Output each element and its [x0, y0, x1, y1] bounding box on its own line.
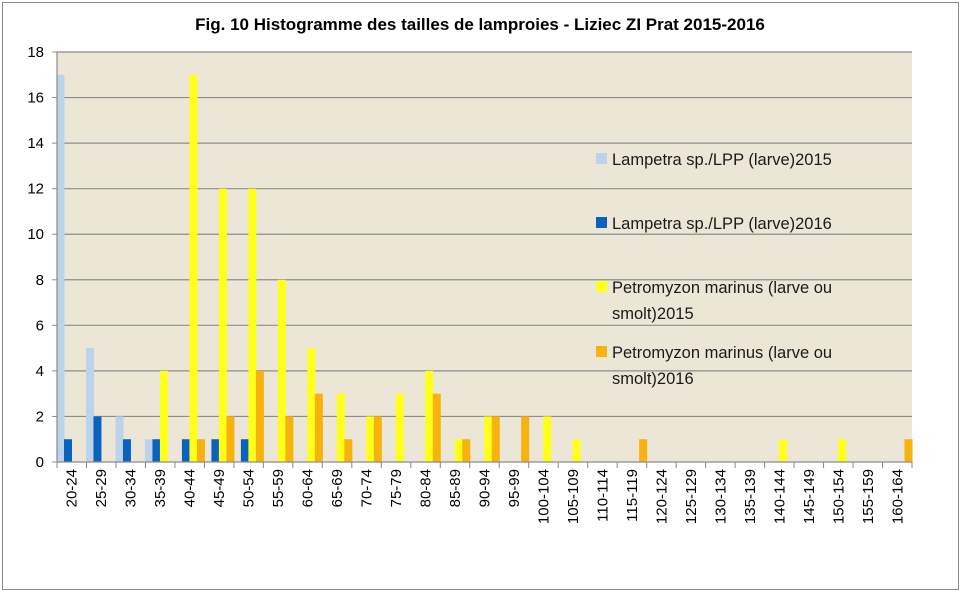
- bar: [543, 416, 552, 462]
- bar: [115, 416, 124, 462]
- x-tick-label: 35-39: [152, 469, 169, 507]
- bar: [56, 74, 65, 462]
- bar: [196, 439, 205, 462]
- x-tick-label: 110-114: [594, 469, 611, 522]
- bar: [484, 416, 493, 462]
- bar: [144, 439, 153, 462]
- legend-swatch: [596, 217, 607, 228]
- bar: [432, 393, 441, 462]
- x-tick-label: 50-54: [241, 469, 258, 507]
- bar: [189, 74, 198, 462]
- y-tick-label: 2: [36, 408, 44, 425]
- x-tick-label: 40-44: [182, 469, 199, 507]
- bar: [159, 370, 168, 462]
- x-tick-label: 125-129: [683, 469, 700, 524]
- plot-area: [57, 52, 912, 462]
- x-tick-label: 75-79: [388, 469, 405, 507]
- x-tick-label: 95-99: [506, 469, 523, 507]
- y-tick-label: 12: [27, 181, 44, 198]
- bar: [454, 439, 463, 462]
- bar: [521, 416, 530, 462]
- x-tick-label: 20-24: [64, 469, 81, 507]
- x-tick-label: 60-64: [300, 469, 317, 507]
- bar: [85, 348, 94, 462]
- legend-swatch: [596, 346, 607, 357]
- x-tick-label: 130-134: [712, 469, 729, 524]
- chart-title: Fig. 10 Histogramme des tailles de lampr…: [195, 15, 765, 34]
- x-tick-label: 55-59: [270, 469, 287, 507]
- y-tick-labels: 0 2 4 6 8 10 12 14 16 18: [27, 44, 44, 471]
- bar: [838, 439, 847, 462]
- bar: [779, 439, 788, 462]
- bar: [904, 439, 913, 462]
- y-tick-label: 14: [27, 135, 44, 152]
- bar: [122, 439, 131, 462]
- x-tick-label: 120-124: [653, 469, 670, 524]
- bar: [462, 439, 471, 462]
- x-tick-label: 155-159: [860, 469, 877, 524]
- bar: [639, 439, 648, 462]
- bar: [152, 439, 161, 462]
- y-tick-label: 18: [27, 44, 44, 61]
- bar: [491, 416, 500, 462]
- bar: [277, 279, 286, 462]
- x-tick-label: 25-29: [93, 469, 110, 507]
- bar: [314, 393, 323, 462]
- bar: [285, 416, 294, 462]
- x-tick-label: 115-119: [624, 469, 641, 522]
- bar: [248, 188, 257, 463]
- axes: [52, 51, 913, 468]
- bar: [395, 393, 404, 462]
- y-tick-label: 6: [36, 317, 44, 334]
- x-tick-label: 65-69: [329, 469, 346, 507]
- y-tick-label: 8: [36, 272, 44, 289]
- legend-label: Petromyzon marinus (larve ou: [612, 279, 832, 297]
- legend-swatch: [596, 153, 607, 164]
- y-tick-label: 4: [36, 363, 44, 380]
- bar: [63, 439, 72, 462]
- x-tick-label: 105-109: [565, 469, 582, 524]
- x-tick-labels: 20-24 25-29 30-34 35-39 40-44 45-49 50-54 55-59…: [64, 469, 907, 524]
- bars: [56, 74, 913, 463]
- bar: [240, 439, 249, 462]
- x-tick-label: 100-104: [535, 469, 552, 524]
- legend-label: Petromyzon marinus (larve ou: [612, 344, 832, 362]
- bar: [218, 188, 227, 463]
- x-tick-label: 150-154: [830, 469, 847, 524]
- bar: [425, 370, 434, 462]
- x-tick-label: 30-34: [123, 469, 140, 507]
- x-tick-label: 90-94: [477, 469, 494, 507]
- y-tick-label: 16: [27, 90, 44, 107]
- bar: [366, 416, 375, 462]
- x-tick-label: 135-139: [742, 469, 759, 524]
- grid-lines: [57, 51, 912, 418]
- bar: [255, 370, 264, 462]
- bar: [572, 439, 581, 462]
- y-tick-label: 10: [27, 226, 44, 243]
- bar: [226, 416, 235, 462]
- x-tick-label: 160-164: [889, 469, 906, 524]
- x-tick-label: 45-49: [211, 469, 228, 507]
- x-tick-label: 85-89: [447, 469, 464, 507]
- x-tick-label: 145-149: [801, 469, 818, 524]
- bar: [211, 439, 220, 462]
- legend-label: Lampetra sp./LPP (larve)2015: [612, 151, 832, 169]
- bar: [336, 393, 345, 462]
- bar: [307, 348, 316, 462]
- y-tick-label: 0: [36, 454, 44, 471]
- legend-label: smolt)2016: [612, 370, 694, 388]
- bar: [93, 416, 102, 462]
- x-tick-label: 80-84: [418, 469, 435, 507]
- bar: [181, 439, 190, 462]
- legend: Lampetra sp./LPP (larve)2015 Lampetra sp.…: [596, 151, 832, 388]
- legend-label: smolt)2015: [612, 305, 694, 323]
- bar: [344, 439, 353, 462]
- legend-swatch: [596, 281, 607, 292]
- x-tick-label: 70-74: [359, 469, 376, 507]
- x-tick-label: 140-144: [771, 469, 788, 524]
- bar: [373, 416, 382, 462]
- legend-label: Lampetra sp./LPP (larve)2016: [612, 215, 832, 233]
